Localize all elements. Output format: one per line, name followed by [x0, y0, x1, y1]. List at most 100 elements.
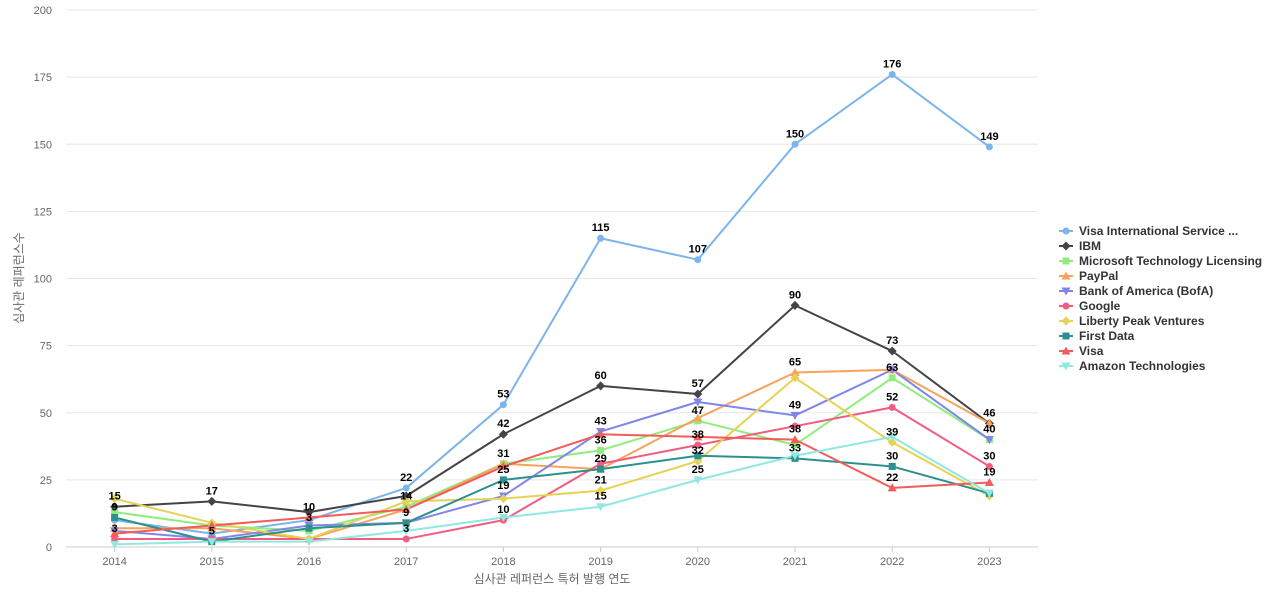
data-point[interactable]	[790, 373, 800, 383]
data-point[interactable]	[305, 524, 313, 532]
data-point[interactable]	[693, 413, 703, 422]
legend[interactable]: Visa International Service ...IBMMicroso…	[1059, 224, 1262, 373]
data-point[interactable]	[402, 535, 410, 543]
legend-item[interactable]: Microsoft Technology Licensing	[1059, 254, 1262, 268]
data-point[interactable]	[110, 494, 120, 504]
legend-item[interactable]: Liberty Peak Ventures	[1059, 314, 1205, 328]
data-point[interactable]	[596, 429, 606, 438]
data-point[interactable]	[597, 465, 605, 473]
data-point[interactable]	[984, 478, 994, 487]
data-point[interactable]	[499, 401, 507, 409]
data-point[interactable]	[790, 452, 800, 461]
series-line[interactable]	[114, 376, 990, 540]
data-point[interactable]	[111, 535, 119, 543]
y-axis-title: 심사관 레퍼런스수	[12, 232, 26, 324]
data-point[interactable]	[790, 367, 800, 376]
data-point[interactable]	[596, 381, 606, 391]
data-point[interactable]	[790, 411, 800, 420]
data-point[interactable]	[401, 491, 411, 501]
series-line[interactable]	[114, 368, 990, 540]
data-label: 21	[594, 475, 606, 487]
data-point[interactable]	[887, 483, 897, 492]
data-point[interactable]	[693, 398, 703, 407]
series-line[interactable]	[114, 454, 990, 543]
data-point[interactable]	[984, 418, 994, 427]
data-point[interactable]	[498, 429, 508, 439]
data-point[interactable]	[207, 538, 217, 547]
data-point[interactable]	[888, 462, 896, 470]
series-line[interactable]	[114, 304, 990, 514]
legend-item[interactable]: Amazon Technologies	[1059, 359, 1206, 373]
data-point[interactable]	[498, 494, 508, 504]
data-point[interactable]	[597, 460, 605, 468]
series-line[interactable]	[114, 433, 990, 535]
series-line[interactable]	[114, 368, 990, 540]
data-point[interactable]	[208, 530, 216, 538]
data-point[interactable]	[596, 486, 606, 496]
data-label: 25	[497, 464, 509, 476]
data-point[interactable]	[791, 140, 799, 148]
legend-item[interactable]: Visa	[1059, 344, 1104, 358]
legend-item[interactable]: First Data	[1059, 329, 1135, 343]
data-point[interactable]	[110, 540, 120, 549]
data-point[interactable]	[597, 446, 605, 454]
series-line[interactable]	[114, 376, 990, 532]
series-line[interactable]	[114, 406, 990, 540]
series-line[interactable]	[114, 73, 990, 535]
data-label: 90	[789, 289, 801, 301]
x-axis-title: 심사관 레퍼런스 특허 발행 연도	[474, 571, 631, 586]
data-point[interactable]	[693, 389, 703, 399]
data-point[interactable]	[499, 476, 507, 484]
data-label: 10	[497, 504, 509, 516]
data-point[interactable]	[790, 435, 800, 444]
data-point[interactable]	[693, 432, 703, 441]
data-point[interactable]	[498, 461, 508, 470]
data-point[interactable]	[888, 403, 896, 411]
data-point[interactable]	[791, 422, 799, 430]
data-point[interactable]	[207, 521, 217, 530]
data-point[interactable]	[791, 441, 799, 449]
data-point[interactable]	[694, 441, 702, 449]
data-point[interactable]	[401, 496, 411, 506]
data-point[interactable]	[790, 300, 800, 310]
data-label: 47	[692, 405, 704, 417]
data-point[interactable]	[985, 143, 993, 151]
legend-item[interactable]: Google	[1059, 299, 1121, 313]
legend-item[interactable]: IBM	[1059, 239, 1101, 253]
data-label: 29	[594, 453, 606, 465]
data-point[interactable]	[887, 433, 897, 442]
data-point[interactable]	[887, 437, 897, 447]
data-point[interactable]	[207, 496, 217, 506]
data-point[interactable]	[304, 512, 314, 521]
data-point[interactable]	[984, 436, 994, 445]
legend-item[interactable]: PayPal	[1059, 269, 1118, 283]
data-point[interactable]	[498, 513, 508, 522]
data-point[interactable]	[888, 374, 896, 382]
data-point[interactable]	[111, 508, 119, 516]
data-point[interactable]	[887, 346, 897, 356]
data-point[interactable]	[401, 504, 411, 513]
data-point[interactable]	[402, 484, 410, 492]
data-point[interactable]	[596, 503, 606, 512]
series-line[interactable]	[114, 435, 990, 546]
data-point[interactable]	[693, 476, 703, 485]
data-point[interactable]	[694, 256, 702, 264]
data-point[interactable]	[985, 462, 993, 470]
data-point[interactable]	[887, 366, 897, 375]
data-label: 30	[886, 450, 898, 462]
data-point[interactable]	[888, 70, 896, 78]
data-point[interactable]	[304, 538, 314, 547]
data-point[interactable]	[984, 489, 994, 498]
data-label: 19	[983, 467, 995, 479]
data-point[interactable]	[110, 529, 120, 538]
data-point[interactable]	[402, 519, 410, 527]
legend-item[interactable]: Visa International Service ...	[1059, 224, 1238, 238]
data-point[interactable]	[111, 513, 119, 521]
data-point[interactable]	[694, 452, 702, 460]
data-point[interactable]	[401, 527, 411, 536]
data-point[interactable]	[597, 234, 605, 242]
x-tick-label: 2020	[686, 556, 710, 568]
data-point[interactable]	[304, 507, 314, 517]
data-label: 43	[594, 416, 606, 428]
legend-item[interactable]: Bank of America (BofA)	[1059, 284, 1213, 298]
